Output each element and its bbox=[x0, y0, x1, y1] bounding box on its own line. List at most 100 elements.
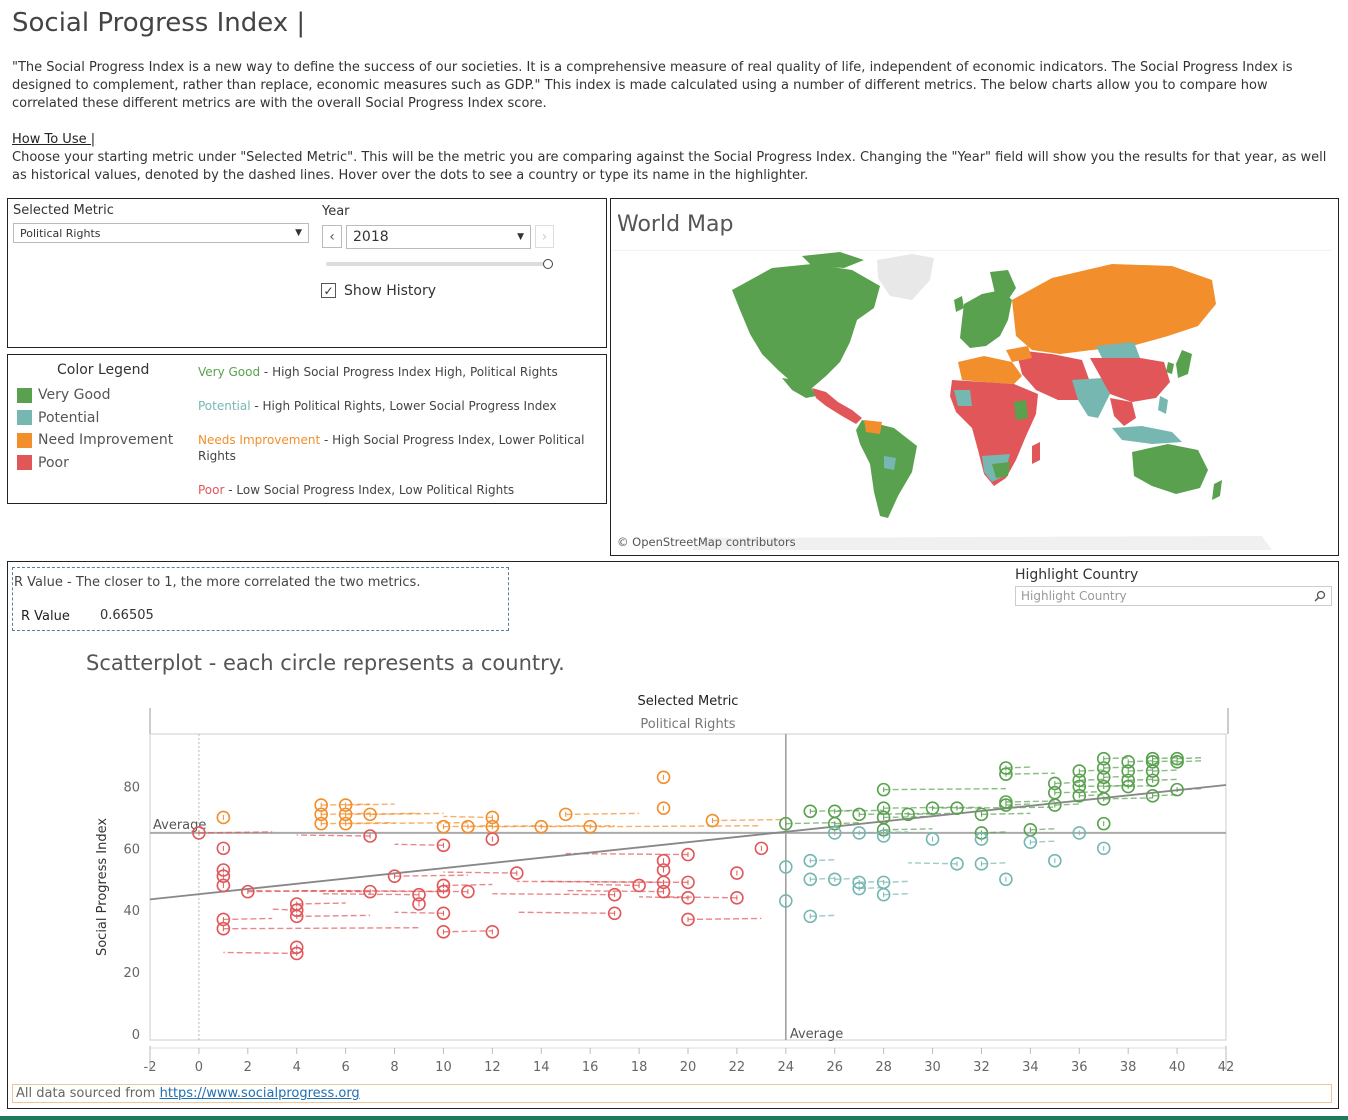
data-point[interactable] bbox=[852, 881, 866, 896]
data-point[interactable] bbox=[925, 801, 940, 815]
data-point[interactable] bbox=[974, 857, 989, 871]
data-point[interactable] bbox=[436, 925, 451, 939]
data-point[interactable] bbox=[999, 767, 1013, 781]
data-point[interactable] bbox=[1121, 764, 1135, 778]
year-dropdown[interactable]: 2018 ▼ bbox=[346, 225, 531, 249]
data-point[interactable] bbox=[363, 829, 377, 843]
data-point[interactable] bbox=[1072, 789, 1087, 803]
show-history-checkbox[interactable]: ✓ bbox=[321, 283, 336, 298]
data-point[interactable] bbox=[876, 829, 891, 843]
year-slider-handle[interactable] bbox=[543, 259, 553, 269]
show-history-label[interactable]: Show History bbox=[344, 283, 437, 299]
data-point[interactable] bbox=[338, 816, 353, 831]
data-point[interactable] bbox=[216, 912, 231, 927]
data-point[interactable] bbox=[436, 838, 451, 853]
data-point[interactable] bbox=[363, 807, 377, 822]
source-link[interactable]: https://www.socialprogress.org bbox=[159, 1086, 360, 1101]
data-point[interactable] bbox=[779, 894, 793, 908]
data-point[interactable] bbox=[289, 946, 304, 961]
data-point[interactable] bbox=[827, 826, 842, 840]
data-point[interactable] bbox=[852, 826, 866, 840]
data-point[interactable] bbox=[363, 884, 377, 899]
data-point[interactable] bbox=[1096, 751, 1111, 766]
data-point[interactable] bbox=[216, 869, 231, 883]
data-point[interactable] bbox=[338, 807, 353, 822]
data-point[interactable] bbox=[387, 869, 402, 883]
data-point[interactable] bbox=[681, 847, 695, 862]
data-point[interactable] bbox=[1170, 755, 1184, 769]
data-point[interactable] bbox=[216, 841, 231, 856]
data-point[interactable] bbox=[803, 853, 818, 868]
data-point[interactable] bbox=[485, 810, 500, 825]
data-point[interactable] bbox=[950, 801, 964, 815]
data-point[interactable] bbox=[607, 887, 622, 902]
data-point[interactable] bbox=[681, 891, 695, 905]
selected-metric-dropdown[interactable]: Political Rights ▼ bbox=[13, 223, 309, 243]
data-point[interactable] bbox=[289, 909, 304, 924]
year-slider-track[interactable] bbox=[326, 262, 548, 266]
data-point[interactable] bbox=[656, 853, 671, 868]
data-point[interactable] bbox=[1072, 826, 1087, 840]
data-point[interactable] bbox=[1096, 841, 1111, 856]
data-point[interactable] bbox=[779, 860, 793, 874]
data-point[interactable] bbox=[974, 832, 989, 846]
data-point[interactable] bbox=[656, 770, 671, 785]
data-point[interactable] bbox=[412, 887, 426, 902]
data-point[interactable] bbox=[730, 891, 744, 905]
data-point[interactable] bbox=[1145, 773, 1160, 788]
data-point[interactable] bbox=[754, 841, 769, 856]
data-point[interactable] bbox=[1048, 776, 1062, 791]
data-point[interactable] bbox=[999, 795, 1013, 809]
data-point[interactable] bbox=[216, 921, 231, 936]
search-icon[interactable] bbox=[1314, 590, 1326, 602]
data-point[interactable] bbox=[1121, 755, 1135, 769]
data-point[interactable] bbox=[1096, 816, 1111, 831]
data-point[interactable] bbox=[1096, 770, 1111, 785]
data-point[interactable] bbox=[1145, 755, 1160, 769]
data-point[interactable] bbox=[485, 925, 500, 939]
data-point[interactable] bbox=[314, 807, 328, 822]
data-point[interactable] bbox=[681, 912, 695, 927]
data-point[interactable] bbox=[338, 798, 353, 812]
data-point[interactable] bbox=[901, 807, 915, 822]
data-point[interactable] bbox=[656, 884, 671, 899]
data-point[interactable] bbox=[803, 872, 818, 887]
data-point[interactable] bbox=[314, 798, 328, 812]
data-point[interactable] bbox=[192, 826, 206, 840]
data-point[interactable] bbox=[436, 819, 451, 834]
data-point[interactable] bbox=[974, 807, 989, 822]
data-point[interactable] bbox=[1096, 761, 1111, 775]
data-point[interactable] bbox=[1170, 782, 1184, 797]
data-point[interactable] bbox=[656, 801, 671, 815]
data-point[interactable] bbox=[876, 801, 891, 815]
data-point[interactable] bbox=[925, 832, 940, 846]
data-point[interactable] bbox=[803, 804, 818, 819]
data-point[interactable] bbox=[216, 878, 231, 893]
data-point[interactable] bbox=[461, 819, 475, 834]
data-point[interactable] bbox=[436, 878, 451, 893]
data-point[interactable] bbox=[461, 884, 475, 899]
data-point[interactable] bbox=[1072, 764, 1087, 778]
data-point[interactable] bbox=[950, 857, 964, 871]
data-point[interactable] bbox=[852, 807, 866, 822]
data-point[interactable] bbox=[681, 875, 695, 890]
year-next-button[interactable]: › bbox=[535, 225, 554, 248]
data-point[interactable] bbox=[999, 872, 1013, 887]
data-point[interactable] bbox=[1023, 835, 1038, 849]
data-point[interactable] bbox=[412, 897, 426, 911]
data-point[interactable] bbox=[607, 906, 622, 921]
data-point[interactable] bbox=[827, 816, 842, 831]
data-point[interactable] bbox=[485, 832, 500, 846]
data-point[interactable] bbox=[1121, 779, 1135, 794]
data-point[interactable] bbox=[827, 872, 842, 887]
data-point[interactable] bbox=[1096, 792, 1111, 806]
data-point[interactable] bbox=[1048, 798, 1062, 812]
data-point[interactable] bbox=[1145, 764, 1160, 778]
world-map[interactable] bbox=[612, 250, 1331, 550]
data-point[interactable] bbox=[216, 810, 231, 825]
data-point[interactable] bbox=[876, 782, 891, 797]
data-point[interactable] bbox=[803, 909, 818, 924]
data-point[interactable] bbox=[730, 866, 744, 880]
data-point[interactable] bbox=[656, 875, 671, 890]
